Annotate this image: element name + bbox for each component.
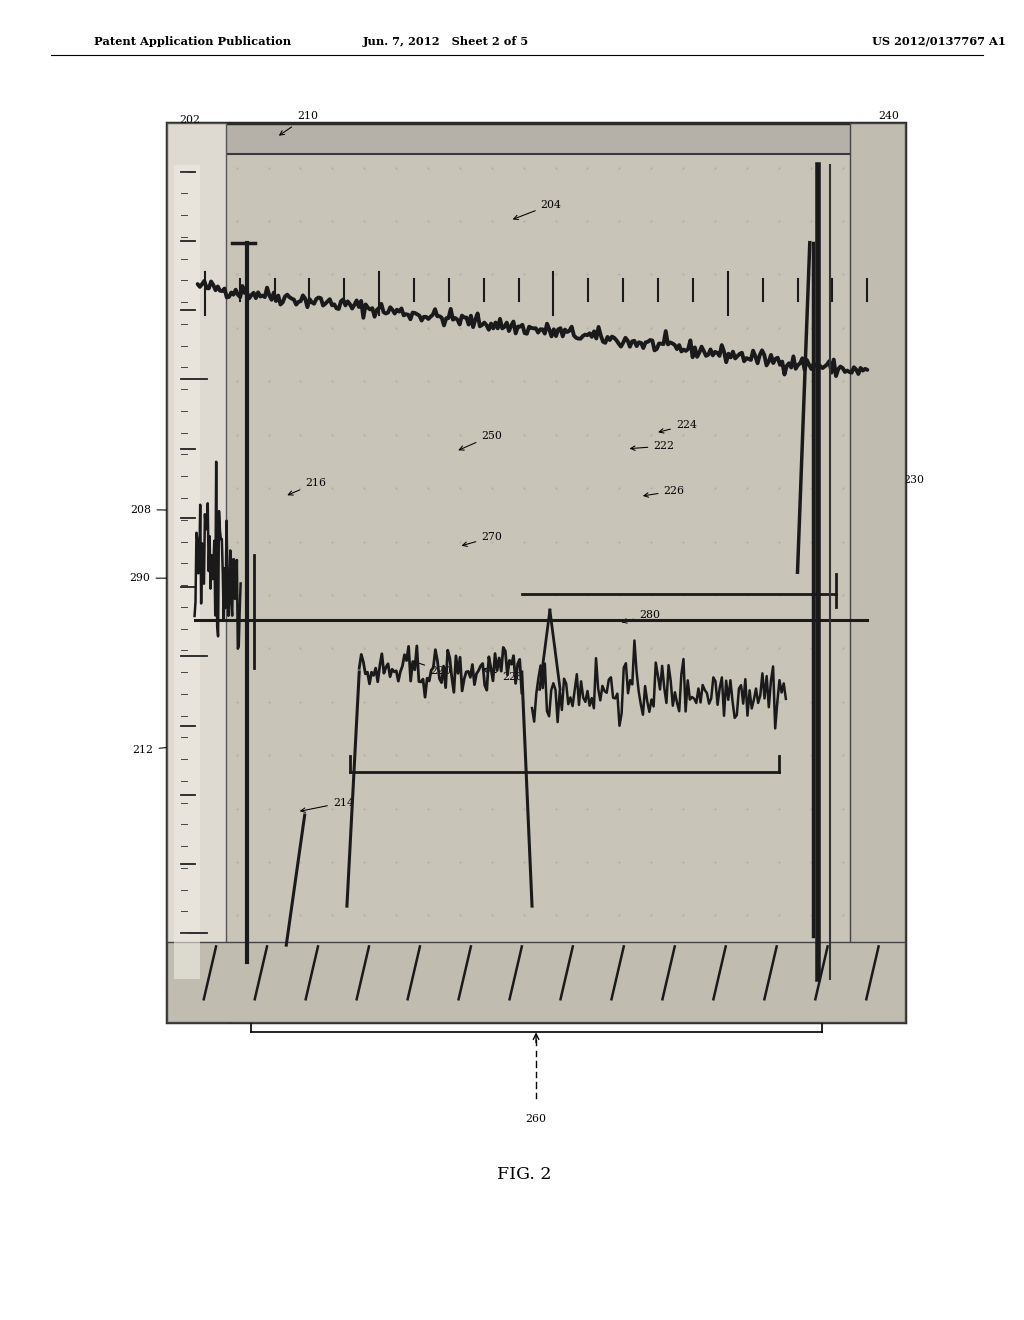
Bar [167,123,226,1022]
Text: 280: 280 [623,610,660,623]
Text: 204: 204 [514,199,561,219]
Text: 270: 270 [463,532,502,546]
Text: 208: 208 [130,504,201,515]
Text: Jun. 7, 2012   Sheet 2 of 5: Jun. 7, 2012 Sheet 2 of 5 [362,36,528,46]
Text: 222: 222 [631,441,675,451]
Bar [167,123,905,1022]
Bar [191,154,881,982]
Text: 226: 226 [644,486,685,498]
Text: 290: 290 [130,573,199,583]
Text: US 2012/0137767 A1: US 2012/0137767 A1 [872,36,1007,46]
Text: 250: 250 [460,430,502,450]
Text: 230: 230 [897,467,925,486]
Text: Patent Application Publication: Patent Application Publication [94,36,292,46]
Text: 224: 224 [659,420,696,433]
Text: 202: 202 [179,115,201,125]
Text: 210: 210 [297,111,318,121]
Text: FIG. 2: FIG. 2 [497,1167,552,1183]
Bar [850,123,905,1022]
Text: 212: 212 [132,743,196,755]
Text: 216: 216 [289,478,327,495]
Text: 228: 228 [483,668,523,682]
Text: 240: 240 [879,111,899,121]
Bar [174,165,200,979]
Text: 260: 260 [525,1114,547,1125]
Text: 220: 220 [414,660,452,676]
Bar [167,942,905,1022]
Text: 214: 214 [301,797,353,812]
